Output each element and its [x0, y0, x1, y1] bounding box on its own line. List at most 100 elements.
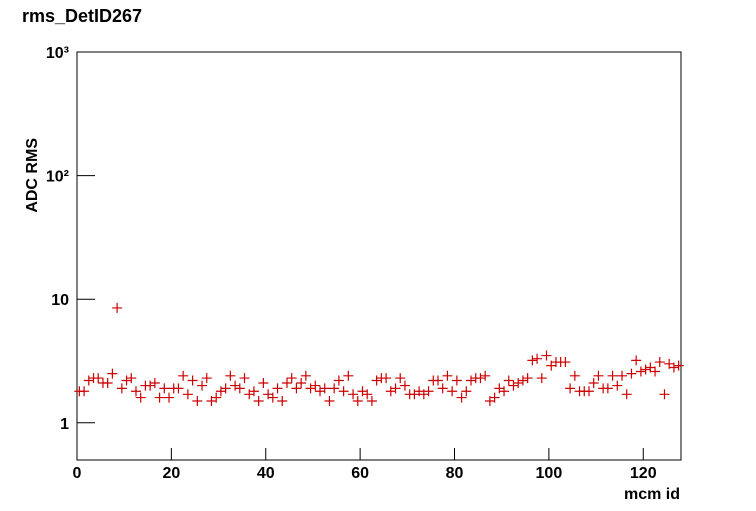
marker	[541, 350, 552, 361]
x-tick-label: 100	[536, 465, 563, 482]
marker	[626, 368, 637, 379]
marker	[437, 383, 448, 394]
marker	[456, 392, 467, 403]
marker	[447, 386, 458, 397]
marker	[102, 377, 113, 388]
y-axis-label: ADC RMS	[24, 138, 41, 213]
marker	[211, 392, 222, 403]
marker	[83, 375, 94, 386]
marker	[371, 375, 382, 386]
marker	[499, 386, 510, 397]
marker	[612, 380, 623, 391]
marker	[348, 389, 359, 400]
marker	[451, 375, 462, 386]
marker	[178, 370, 189, 381]
marker	[338, 386, 349, 397]
marker	[565, 383, 576, 394]
marker	[239, 373, 250, 384]
y-tick-label: 10³	[46, 45, 69, 62]
y-tick-label: 10²	[46, 169, 69, 186]
marker	[343, 370, 354, 381]
marker	[267, 392, 278, 403]
marker	[569, 370, 580, 381]
marker	[607, 370, 618, 381]
marker	[112, 302, 123, 313]
marker	[395, 373, 406, 384]
marker	[296, 377, 307, 388]
marker	[192, 396, 203, 407]
marker	[536, 373, 547, 384]
marker	[423, 386, 434, 397]
marker	[197, 380, 208, 391]
marker	[517, 375, 528, 386]
marker	[234, 383, 245, 394]
marker	[442, 370, 453, 381]
x-tick-label: 60	[351, 465, 369, 482]
marker	[310, 380, 321, 391]
marker	[366, 396, 377, 407]
marker	[466, 375, 477, 386]
marker	[508, 380, 519, 391]
marker	[560, 357, 571, 368]
marker	[503, 375, 514, 386]
marker	[489, 392, 500, 403]
marker	[182, 389, 193, 400]
marker	[253, 396, 264, 407]
x-tick-label: 40	[257, 465, 275, 482]
marker	[602, 383, 613, 394]
marker	[173, 383, 184, 394]
marker	[225, 370, 236, 381]
chart-title: rms_DetID267	[22, 6, 142, 26]
marker	[532, 353, 543, 364]
marker	[286, 373, 297, 384]
marker	[258, 377, 269, 388]
marker	[291, 383, 302, 394]
x-tick-label: 80	[446, 465, 464, 482]
plot-frame	[76, 51, 682, 461]
marker	[159, 383, 170, 394]
marker	[381, 373, 392, 384]
x-axis-label: mcm id	[624, 486, 680, 503]
marker	[79, 386, 90, 397]
marker	[390, 383, 401, 394]
marker	[650, 366, 661, 377]
marker	[654, 357, 665, 368]
marker	[635, 366, 646, 377]
marker	[145, 380, 156, 391]
marker	[480, 370, 491, 381]
marker	[201, 373, 212, 384]
marker	[333, 375, 344, 386]
marker	[126, 373, 137, 384]
marker	[93, 373, 104, 384]
marker	[588, 377, 599, 388]
marker	[130, 386, 141, 397]
marker	[300, 370, 311, 381]
marker	[107, 368, 118, 379]
marker	[135, 392, 146, 403]
marker	[164, 392, 175, 403]
y-tick-label: 1	[60, 416, 69, 433]
marker	[475, 373, 486, 384]
marker	[631, 355, 642, 366]
marker	[522, 373, 533, 384]
marker	[527, 355, 538, 366]
marker	[513, 377, 524, 388]
marker	[645, 362, 656, 373]
marker	[461, 386, 472, 397]
marker	[621, 389, 632, 400]
marker	[362, 389, 373, 400]
marker	[121, 375, 132, 386]
x-tick-label: 120	[630, 465, 657, 482]
marker	[583, 386, 594, 397]
marker	[324, 396, 335, 407]
marker	[399, 380, 410, 391]
x-tick-label: 20	[162, 465, 180, 482]
marker	[659, 389, 670, 400]
marker	[640, 364, 651, 375]
marker	[187, 375, 198, 386]
y-tick-label: 10	[51, 292, 69, 309]
marker	[281, 377, 292, 388]
marker	[668, 362, 679, 373]
marker	[277, 396, 288, 407]
